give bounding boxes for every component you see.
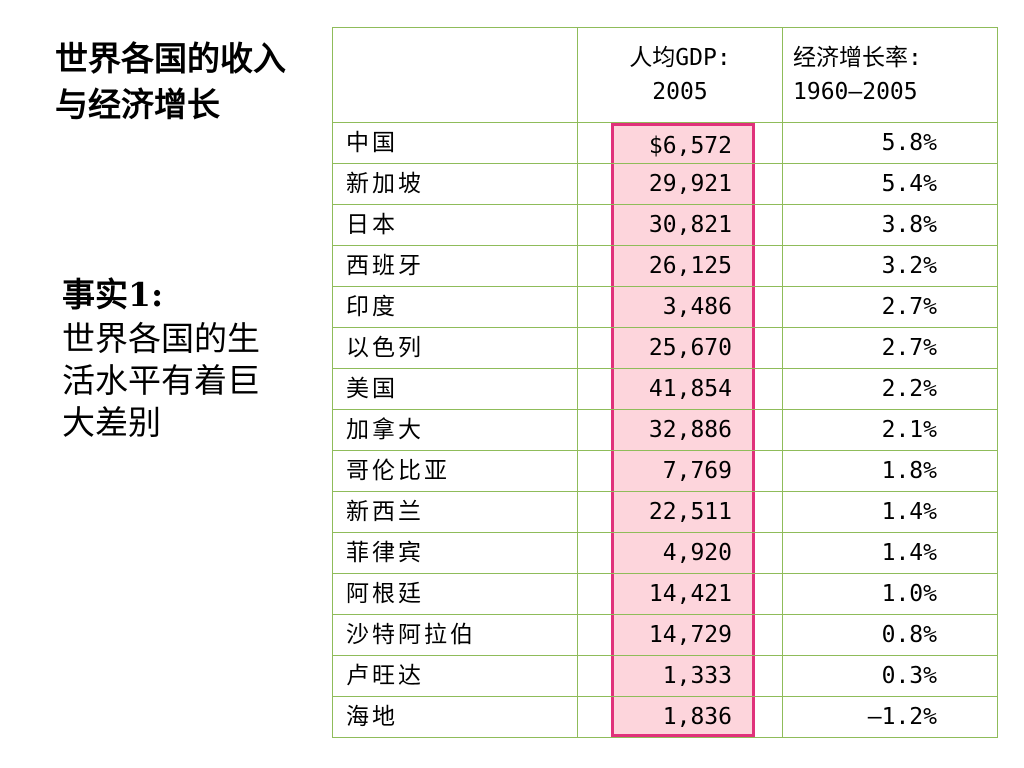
gdp-value: 26,125 [611, 246, 755, 286]
gdp-growth-table: 人均GDP: 2005 经济增长率: 1960–2005 中国 $6,572 5.8… [332, 27, 998, 738]
country-cell: 中国 [332, 122, 578, 164]
gdp-cell: 1,836 [577, 696, 783, 738]
gdp-cell: 14,421 [577, 573, 783, 615]
growth-cell: 2.2% [782, 368, 998, 410]
gdp-value: 14,421 [611, 574, 755, 614]
gdp-value: 1,333 [611, 656, 755, 696]
gdp-value: 25,670 [611, 328, 755, 368]
table-row: 阿根廷 14,421 1.0% [332, 573, 998, 615]
growth-cell: 2.1% [782, 409, 998, 451]
country-cell: 印度 [332, 286, 578, 328]
gdp-value: 29,921 [611, 164, 755, 204]
growth-cell: 1.0% [782, 573, 998, 615]
gdp-cell: 4,920 [577, 532, 783, 574]
gdp-cell: 41,854 [577, 368, 783, 410]
gdp-value: 32,886 [611, 410, 755, 450]
country-cell: 阿根廷 [332, 573, 578, 615]
header-growth: 经济增长率: 1960–2005 [782, 27, 998, 123]
gdp-cell: 1,333 [577, 655, 783, 697]
country-cell: 以色列 [332, 327, 578, 369]
country-cell: 加拿大 [332, 409, 578, 451]
fact-body: 世界各国的生活水平有着巨大差别 [62, 319, 260, 442]
country-cell: 哥伦比亚 [332, 450, 578, 492]
table-row: 加拿大 32,886 2.1% [332, 409, 998, 451]
table-row: 新加坡 29,921 5.4% [332, 163, 998, 205]
country-cell: 新加坡 [332, 163, 578, 205]
country-cell: 沙特阿拉伯 [332, 614, 578, 656]
gdp-cell: 3,486 [577, 286, 783, 328]
header-growth-period: 1960–2005 [793, 79, 918, 105]
gdp-cell: 30,821 [577, 204, 783, 246]
growth-cell: 5.4% [782, 163, 998, 205]
growth-cell: 2.7% [782, 327, 998, 369]
slide-title: 世界各国的收入与经济增长 [55, 39, 286, 124]
gdp-value: 7,769 [611, 451, 755, 491]
gdp-value: $6,572 [611, 123, 755, 163]
growth-cell: –1.2% [782, 696, 998, 738]
growth-cell: 1.8% [782, 450, 998, 492]
header-country [332, 27, 578, 123]
fact-heading: 事实1: [62, 275, 164, 314]
growth-cell: 2.7% [782, 286, 998, 328]
gdp-cell: $6,572 [577, 122, 783, 164]
table-row: 西班牙 26,125 3.2% [332, 245, 998, 287]
gdp-cell: 25,670 [577, 327, 783, 369]
table-row: 菲律宾 4,920 1.4% [332, 532, 998, 574]
growth-cell: 1.4% [782, 532, 998, 574]
table-row: 哥伦比亚 7,769 1.8% [332, 450, 998, 492]
table-header-row: 人均GDP: 2005 经济增长率: 1960–2005 [332, 27, 998, 123]
table-row: 卢旺达 1,333 0.3% [332, 655, 998, 697]
growth-cell: 0.3% [782, 655, 998, 697]
gdp-value: 41,854 [611, 369, 755, 409]
growth-cell: 1.4% [782, 491, 998, 533]
gdp-value: 14,729 [611, 615, 755, 655]
country-cell: 海地 [332, 696, 578, 738]
header-growth-label: 经济增长率: [793, 45, 922, 71]
growth-cell: 5.8% [782, 122, 998, 164]
table-row: 以色列 25,670 2.7% [332, 327, 998, 369]
table-row: 新西兰 22,511 1.4% [332, 491, 998, 533]
header-gdp-year: 2005 [652, 79, 708, 105]
gdp-cell: 29,921 [577, 163, 783, 205]
table-row: 沙特阿拉伯 14,729 0.8% [332, 614, 998, 656]
table-row: 印度 3,486 2.7% [332, 286, 998, 328]
growth-cell: 3.8% [782, 204, 998, 246]
header-gdp-label: 人均GDP: [629, 45, 731, 71]
table-row: 日本 30,821 3.8% [332, 204, 998, 246]
gdp-value: 3,486 [611, 287, 755, 327]
growth-cell: 3.2% [782, 245, 998, 287]
gdp-cell: 14,729 [577, 614, 783, 656]
gdp-cell: 32,886 [577, 409, 783, 451]
country-cell: 新西兰 [332, 491, 578, 533]
gdp-cell: 7,769 [577, 450, 783, 492]
table-row: 海地 1,836 –1.2% [332, 696, 998, 738]
growth-cell: 0.8% [782, 614, 998, 656]
gdp-value: 22,511 [611, 492, 755, 532]
country-cell: 菲律宾 [332, 532, 578, 574]
country-cell: 日本 [332, 204, 578, 246]
gdp-cell: 22,511 [577, 491, 783, 533]
country-cell: 西班牙 [332, 245, 578, 287]
country-cell: 美国 [332, 368, 578, 410]
gdp-value: 1,836 [611, 697, 755, 737]
table-row: 中国 $6,572 5.8% [332, 122, 998, 164]
country-cell: 卢旺达 [332, 655, 578, 697]
gdp-value: 4,920 [611, 533, 755, 573]
header-gdp: 人均GDP: 2005 [577, 27, 783, 123]
gdp-cell: 26,125 [577, 245, 783, 287]
gdp-value: 30,821 [611, 205, 755, 245]
table-body: 中国 $6,572 5.8% 新加坡 29,921 5.4% 日本 30,821 3.8% 西班牙… [332, 122, 998, 738]
table-row: 美国 41,854 2.2% [332, 368, 998, 410]
